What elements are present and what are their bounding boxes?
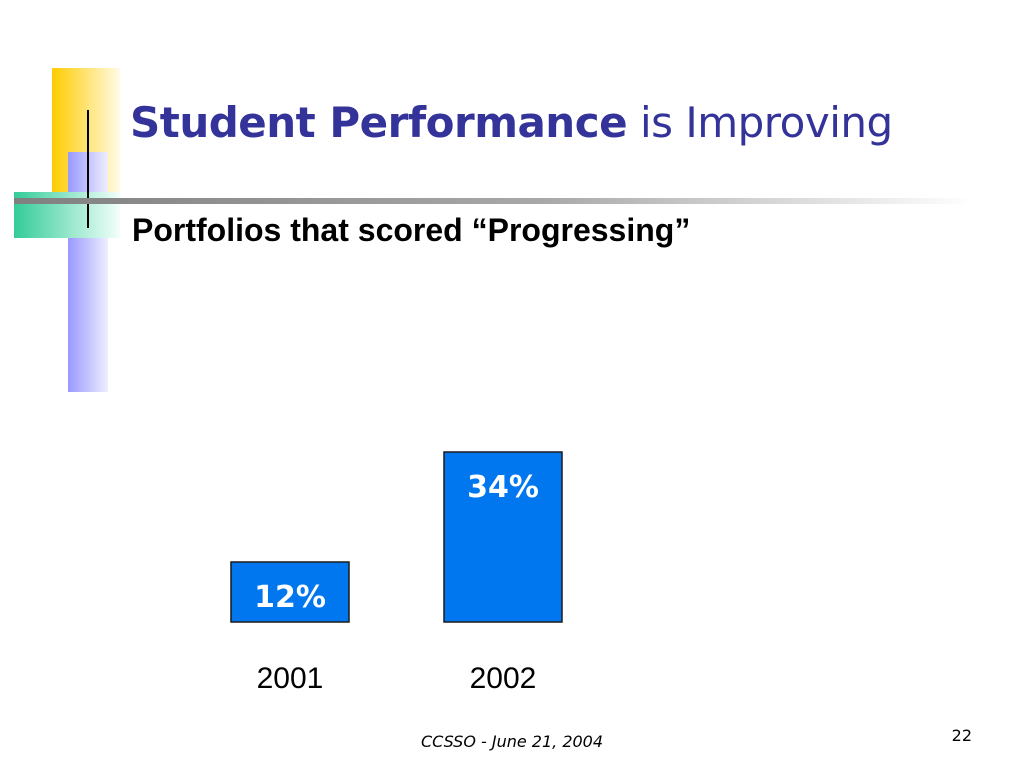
bar-2001: [230, 561, 350, 623]
slide-title-rest: is Improving: [627, 98, 893, 147]
slide-footer: CCSSO - June 21, 2004: [420, 732, 604, 751]
decorative-corner-graphic: [14, 68, 126, 392]
page-number: 22: [951, 726, 972, 745]
slide-title-emphasis: Student Performance: [130, 98, 628, 147]
data-label-2001: 12%: [254, 580, 326, 615]
category-label-2001: 2001: [257, 662, 324, 695]
data-label-2002: 34%: [467, 470, 539, 505]
slide-title: Student Performance is Improving: [130, 98, 893, 147]
chart-heading: Portfolios that scored “Progressing”: [132, 212, 691, 248]
bar-2002: [443, 451, 563, 623]
title-divider: [14, 198, 974, 204]
category-label-2002: 2002: [470, 662, 537, 695]
